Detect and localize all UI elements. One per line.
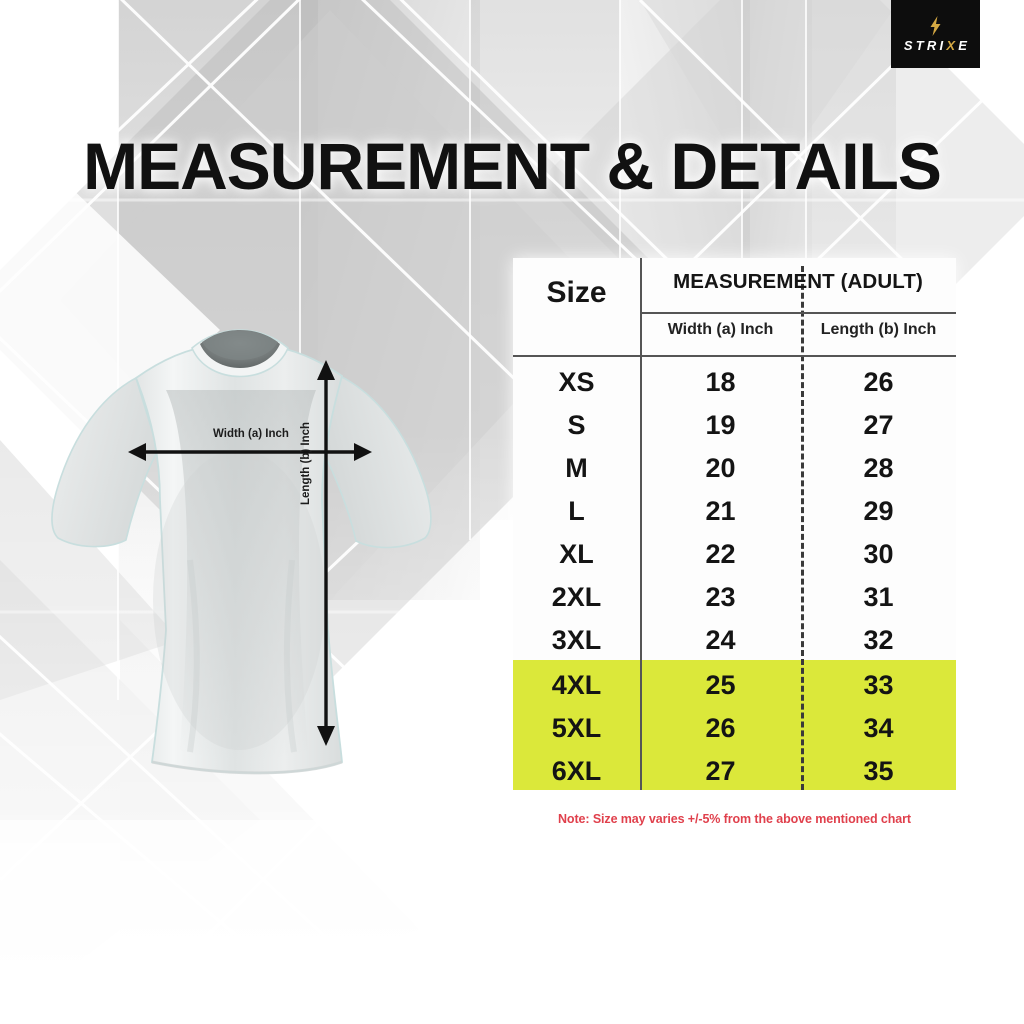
size-variance-note: Note: Size may varies +/-5% from the abo… (558, 812, 911, 826)
cell-length: 35 (863, 756, 894, 786)
highlighted-rows-band (513, 660, 956, 790)
header-underline (513, 355, 956, 357)
column-header-width: Width (a) Inch (667, 321, 774, 338)
cell-length: 34 (863, 713, 894, 743)
cell-size: XL (559, 539, 594, 569)
cell-size: M (565, 453, 588, 483)
cell-width: 18 (705, 367, 736, 397)
measurement-header-underline (640, 312, 956, 314)
cell-length: 28 (863, 453, 894, 483)
cell-width: 23 (705, 582, 736, 612)
size-column-divider (640, 258, 642, 790)
cell-length: 31 (863, 582, 894, 612)
cell-width: 22 (705, 539, 736, 569)
brand-logo: STRIXE (891, 0, 980, 68)
column-header-length: Length (b) Inch (820, 321, 937, 338)
cell-size: L (568, 496, 585, 526)
cell-width: 20 (705, 453, 736, 483)
column-header-measurement: MEASUREMENT (ADULT) (673, 270, 923, 293)
table-row: XS 18 26 (513, 360, 956, 405)
brand-logo-text-x: X (946, 38, 959, 53)
table-row: M 20 28 (513, 446, 956, 491)
table-row: 3XL 24 32 (513, 618, 956, 663)
cell-width: 24 (705, 625, 736, 655)
table-row-highlighted: 4XL 25 33 (513, 663, 956, 708)
brand-logo-text-part1: STRI (903, 38, 947, 53)
cell-size: 4XL (551, 670, 602, 700)
width-length-divider (801, 266, 804, 790)
cell-length: 26 (863, 367, 894, 397)
cell-length: 30 (863, 539, 894, 569)
brand-logo-text-part2: E (958, 38, 971, 53)
cell-length: 32 (863, 625, 894, 655)
cell-width: 26 (705, 713, 736, 743)
table-row: 2XL 23 31 (513, 575, 956, 620)
cell-size: XS (558, 367, 595, 397)
cell-width: 27 (705, 756, 736, 786)
brand-logo-text: STRIXE (901, 39, 970, 52)
cell-width: 19 (705, 410, 736, 440)
cell-size: 3XL (551, 625, 602, 655)
table-row: XL 22 30 (513, 532, 956, 577)
cell-width: 25 (705, 670, 736, 700)
cell-size: 5XL (551, 713, 602, 743)
table-row: L 21 29 (513, 489, 956, 534)
column-header-size: Size (546, 276, 607, 309)
table-row-highlighted: 5XL 26 34 (513, 706, 956, 751)
cell-size: S (567, 410, 586, 440)
cell-length: 27 (863, 410, 894, 440)
page-title: MEASUREMENT & DETAILS (83, 129, 942, 203)
length-arrow (317, 360, 335, 746)
cell-length: 29 (863, 496, 894, 526)
cell-width: 21 (705, 496, 736, 526)
cell-length: 33 (863, 670, 894, 700)
cell-size: 6XL (551, 756, 602, 786)
width-dimension-label: Width (a) Inch (213, 428, 289, 440)
cell-size: 2XL (551, 582, 602, 612)
tshirt-diagram (40, 300, 490, 800)
lightning-bolt-icon (930, 16, 941, 36)
size-chart-table: Size MEASUREMENT (ADULT) Width (a) Inch … (513, 258, 956, 790)
table-row: S 19 27 (513, 403, 956, 448)
table-row-highlighted: 6XL 27 35 (513, 749, 956, 794)
length-dimension-label: Length (b) Inch (300, 421, 312, 505)
